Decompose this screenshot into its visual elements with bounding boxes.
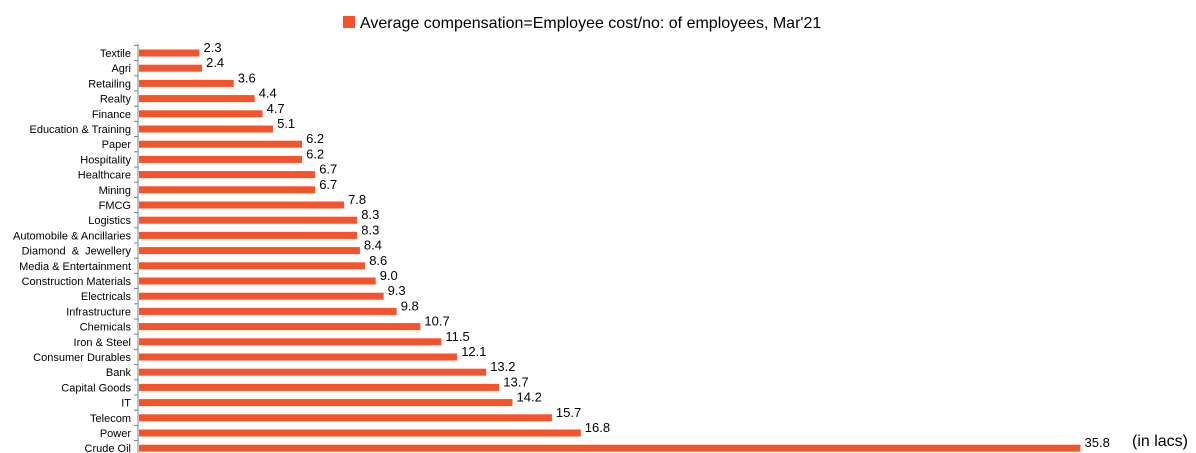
category-label: Bank bbox=[106, 367, 132, 379]
value-label: 7.8 bbox=[348, 192, 366, 207]
bar bbox=[139, 171, 316, 179]
bar bbox=[139, 307, 397, 315]
category-label: Construction Materials bbox=[22, 276, 132, 288]
value-label: 3.6 bbox=[238, 70, 256, 85]
bar bbox=[139, 323, 421, 331]
y-axis-ticks bbox=[134, 44, 138, 442]
value-label: 9.0 bbox=[380, 268, 398, 283]
category-label: Agri bbox=[111, 63, 131, 75]
category-label: IT bbox=[121, 398, 131, 410]
bar bbox=[139, 262, 366, 270]
category-label: Power bbox=[100, 428, 132, 440]
value-label: 6.7 bbox=[319, 177, 337, 192]
category-label: Hospitality bbox=[80, 154, 131, 166]
legend-label: Average compensation=Employee cost/no: o… bbox=[360, 15, 821, 32]
category-labels: Textile Agri Retailing Realty Finance Educati… bbox=[13, 48, 132, 453]
value-label: 6.2 bbox=[306, 131, 324, 146]
bar bbox=[139, 155, 303, 163]
bar bbox=[139, 216, 358, 224]
bar bbox=[139, 125, 274, 133]
category-label: Paper bbox=[102, 139, 132, 151]
value-label: 9.8 bbox=[401, 298, 419, 313]
category-label: Electricals bbox=[81, 291, 132, 303]
bar bbox=[139, 110, 263, 118]
value-label: 4.7 bbox=[267, 101, 285, 116]
category-label: Capital Goods bbox=[61, 382, 131, 394]
value-label: 35.8 bbox=[1085, 435, 1110, 450]
category-label: Infrastructure bbox=[66, 306, 131, 318]
bars bbox=[139, 49, 1081, 452]
category-label: Finance bbox=[92, 109, 131, 121]
bar bbox=[139, 247, 360, 255]
bar bbox=[139, 368, 487, 376]
value-label: 8.3 bbox=[361, 207, 379, 222]
value-label: 10.7 bbox=[424, 314, 449, 329]
value-label: 8.4 bbox=[364, 238, 382, 253]
value-label: 11.5 bbox=[445, 329, 469, 344]
category-label: Textile bbox=[100, 48, 131, 60]
value-label: 15.7 bbox=[556, 405, 581, 420]
bar bbox=[139, 231, 358, 239]
category-label: Crude Oil bbox=[85, 443, 131, 453]
category-label: Iron & Steel bbox=[74, 337, 131, 349]
category-label: Consumer Durables bbox=[33, 352, 131, 364]
category-label: Education & Training bbox=[29, 124, 131, 136]
value-label: 2.4 bbox=[206, 55, 224, 70]
bar bbox=[139, 64, 203, 72]
bar bbox=[139, 140, 303, 148]
bar bbox=[139, 383, 500, 391]
bar bbox=[139, 49, 200, 57]
bar bbox=[139, 399, 513, 407]
bar bbox=[139, 277, 376, 285]
value-label: 8.3 bbox=[361, 222, 379, 237]
bar bbox=[139, 353, 458, 361]
value-label: 4.4 bbox=[259, 86, 277, 101]
value-label: 12.1 bbox=[461, 344, 486, 359]
bar bbox=[139, 95, 255, 103]
category-label: Chemicals bbox=[80, 322, 132, 334]
value-labels: 2.32.43.64.44.75.16.26.26.76.77.88.38.38… bbox=[204, 40, 1110, 450]
category-label: Logistics bbox=[88, 215, 131, 227]
bar bbox=[139, 444, 1081, 452]
category-label: Retailing bbox=[88, 78, 131, 90]
value-label: 2.3 bbox=[204, 40, 222, 55]
category-label: Automobile & Ancillaries bbox=[13, 230, 132, 242]
value-label: 9.3 bbox=[388, 283, 406, 298]
bar bbox=[139, 414, 552, 422]
category-label: Diamond & Jewellery bbox=[22, 246, 132, 258]
unit-note: (in lacs) bbox=[1132, 433, 1188, 450]
value-label: 5.1 bbox=[277, 116, 295, 131]
bar bbox=[139, 186, 316, 194]
category-label: FMCG bbox=[99, 200, 131, 212]
legend: Average compensation=Employee cost/no: o… bbox=[343, 15, 821, 32]
category-label: Realty bbox=[100, 94, 132, 106]
value-label: 14.2 bbox=[517, 390, 542, 405]
category-label: Mining bbox=[99, 185, 131, 197]
bar bbox=[139, 338, 442, 346]
category-label: Media & Entertainment bbox=[19, 261, 131, 273]
value-label: 13.2 bbox=[490, 359, 515, 374]
value-label: 6.7 bbox=[319, 162, 337, 177]
category-label: Telecom bbox=[90, 413, 131, 425]
bar bbox=[139, 292, 384, 300]
value-label: 13.7 bbox=[503, 374, 528, 389]
category-label: Healthcare bbox=[78, 170, 131, 182]
bar bbox=[139, 79, 234, 87]
value-label: 16.8 bbox=[585, 420, 610, 435]
legend-swatch bbox=[343, 16, 355, 28]
value-label: 8.6 bbox=[369, 253, 387, 268]
bar bbox=[139, 429, 581, 437]
bar bbox=[139, 201, 345, 209]
value-label: 6.2 bbox=[306, 146, 324, 161]
